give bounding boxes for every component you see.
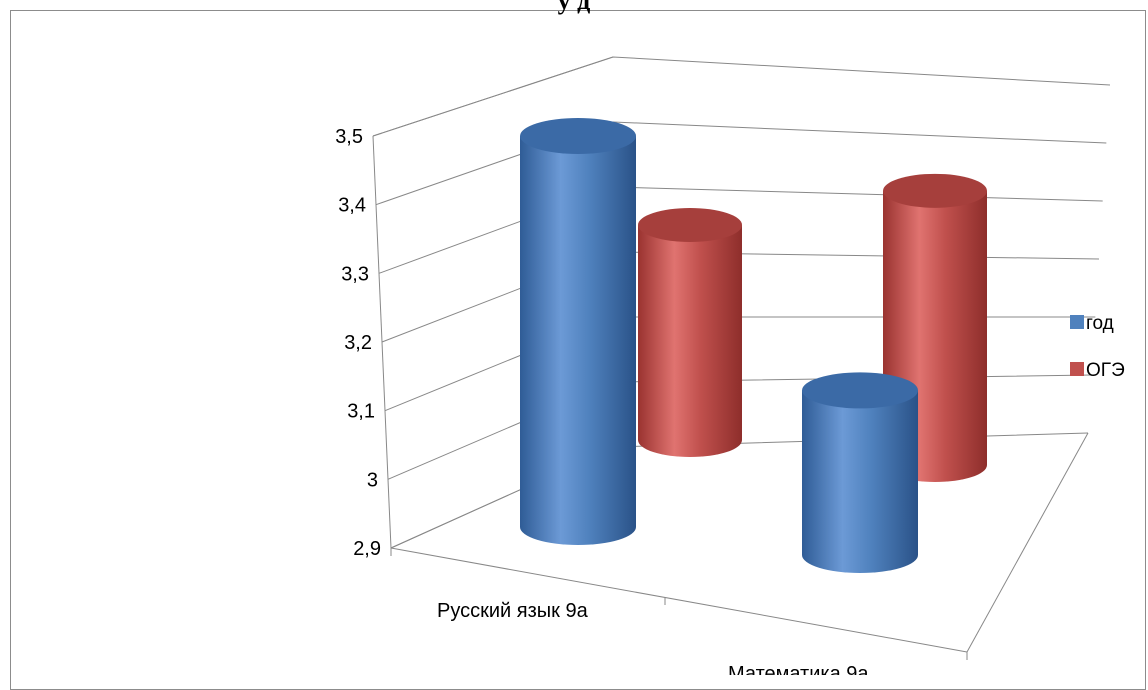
- y-tick-labels: 3,5 3,4 3,3 3,2 3,1 3 2,9: [335, 126, 381, 560]
- legend-label-oge: ОГЭ: [1086, 360, 1125, 381]
- chart-title: у д: [557, 0, 591, 15]
- bar-god: [520, 118, 636, 545]
- y-tick-label: 3,4: [338, 195, 366, 217]
- y-tick-label: 3,5: [335, 126, 363, 148]
- y-tick-label: 3: [367, 469, 378, 491]
- bar-god: [802, 372, 918, 573]
- legend-swatch-god: [1070, 315, 1084, 329]
- y-tick-label: 3,3: [341, 263, 369, 285]
- category-label: Математика 9а: [728, 663, 869, 675]
- floor-front-edge: [390, 547, 968, 653]
- category-label: Русский язык 9а: [437, 600, 589, 622]
- legend-swatch-oge: [1070, 362, 1084, 376]
- gridline: [375, 121, 1107, 206]
- y-tick-label: 2,9: [353, 538, 381, 560]
- legend-label-god: год: [1086, 313, 1114, 334]
- series-god: [520, 118, 918, 573]
- y-tick-label: 3,1: [347, 401, 375, 423]
- floor-right-edge: [966, 432, 1089, 653]
- chart-svg: 3,5 3,4 3,3 3,2 3,1 3 2,9 Русский язык 9а Мате…: [335, 56, 1125, 675]
- bar-oge: [638, 208, 742, 457]
- legend: год ОГЭ: [1070, 313, 1125, 381]
- y-tick-label: 3,2: [344, 332, 372, 354]
- gridline: [372, 56, 1111, 137]
